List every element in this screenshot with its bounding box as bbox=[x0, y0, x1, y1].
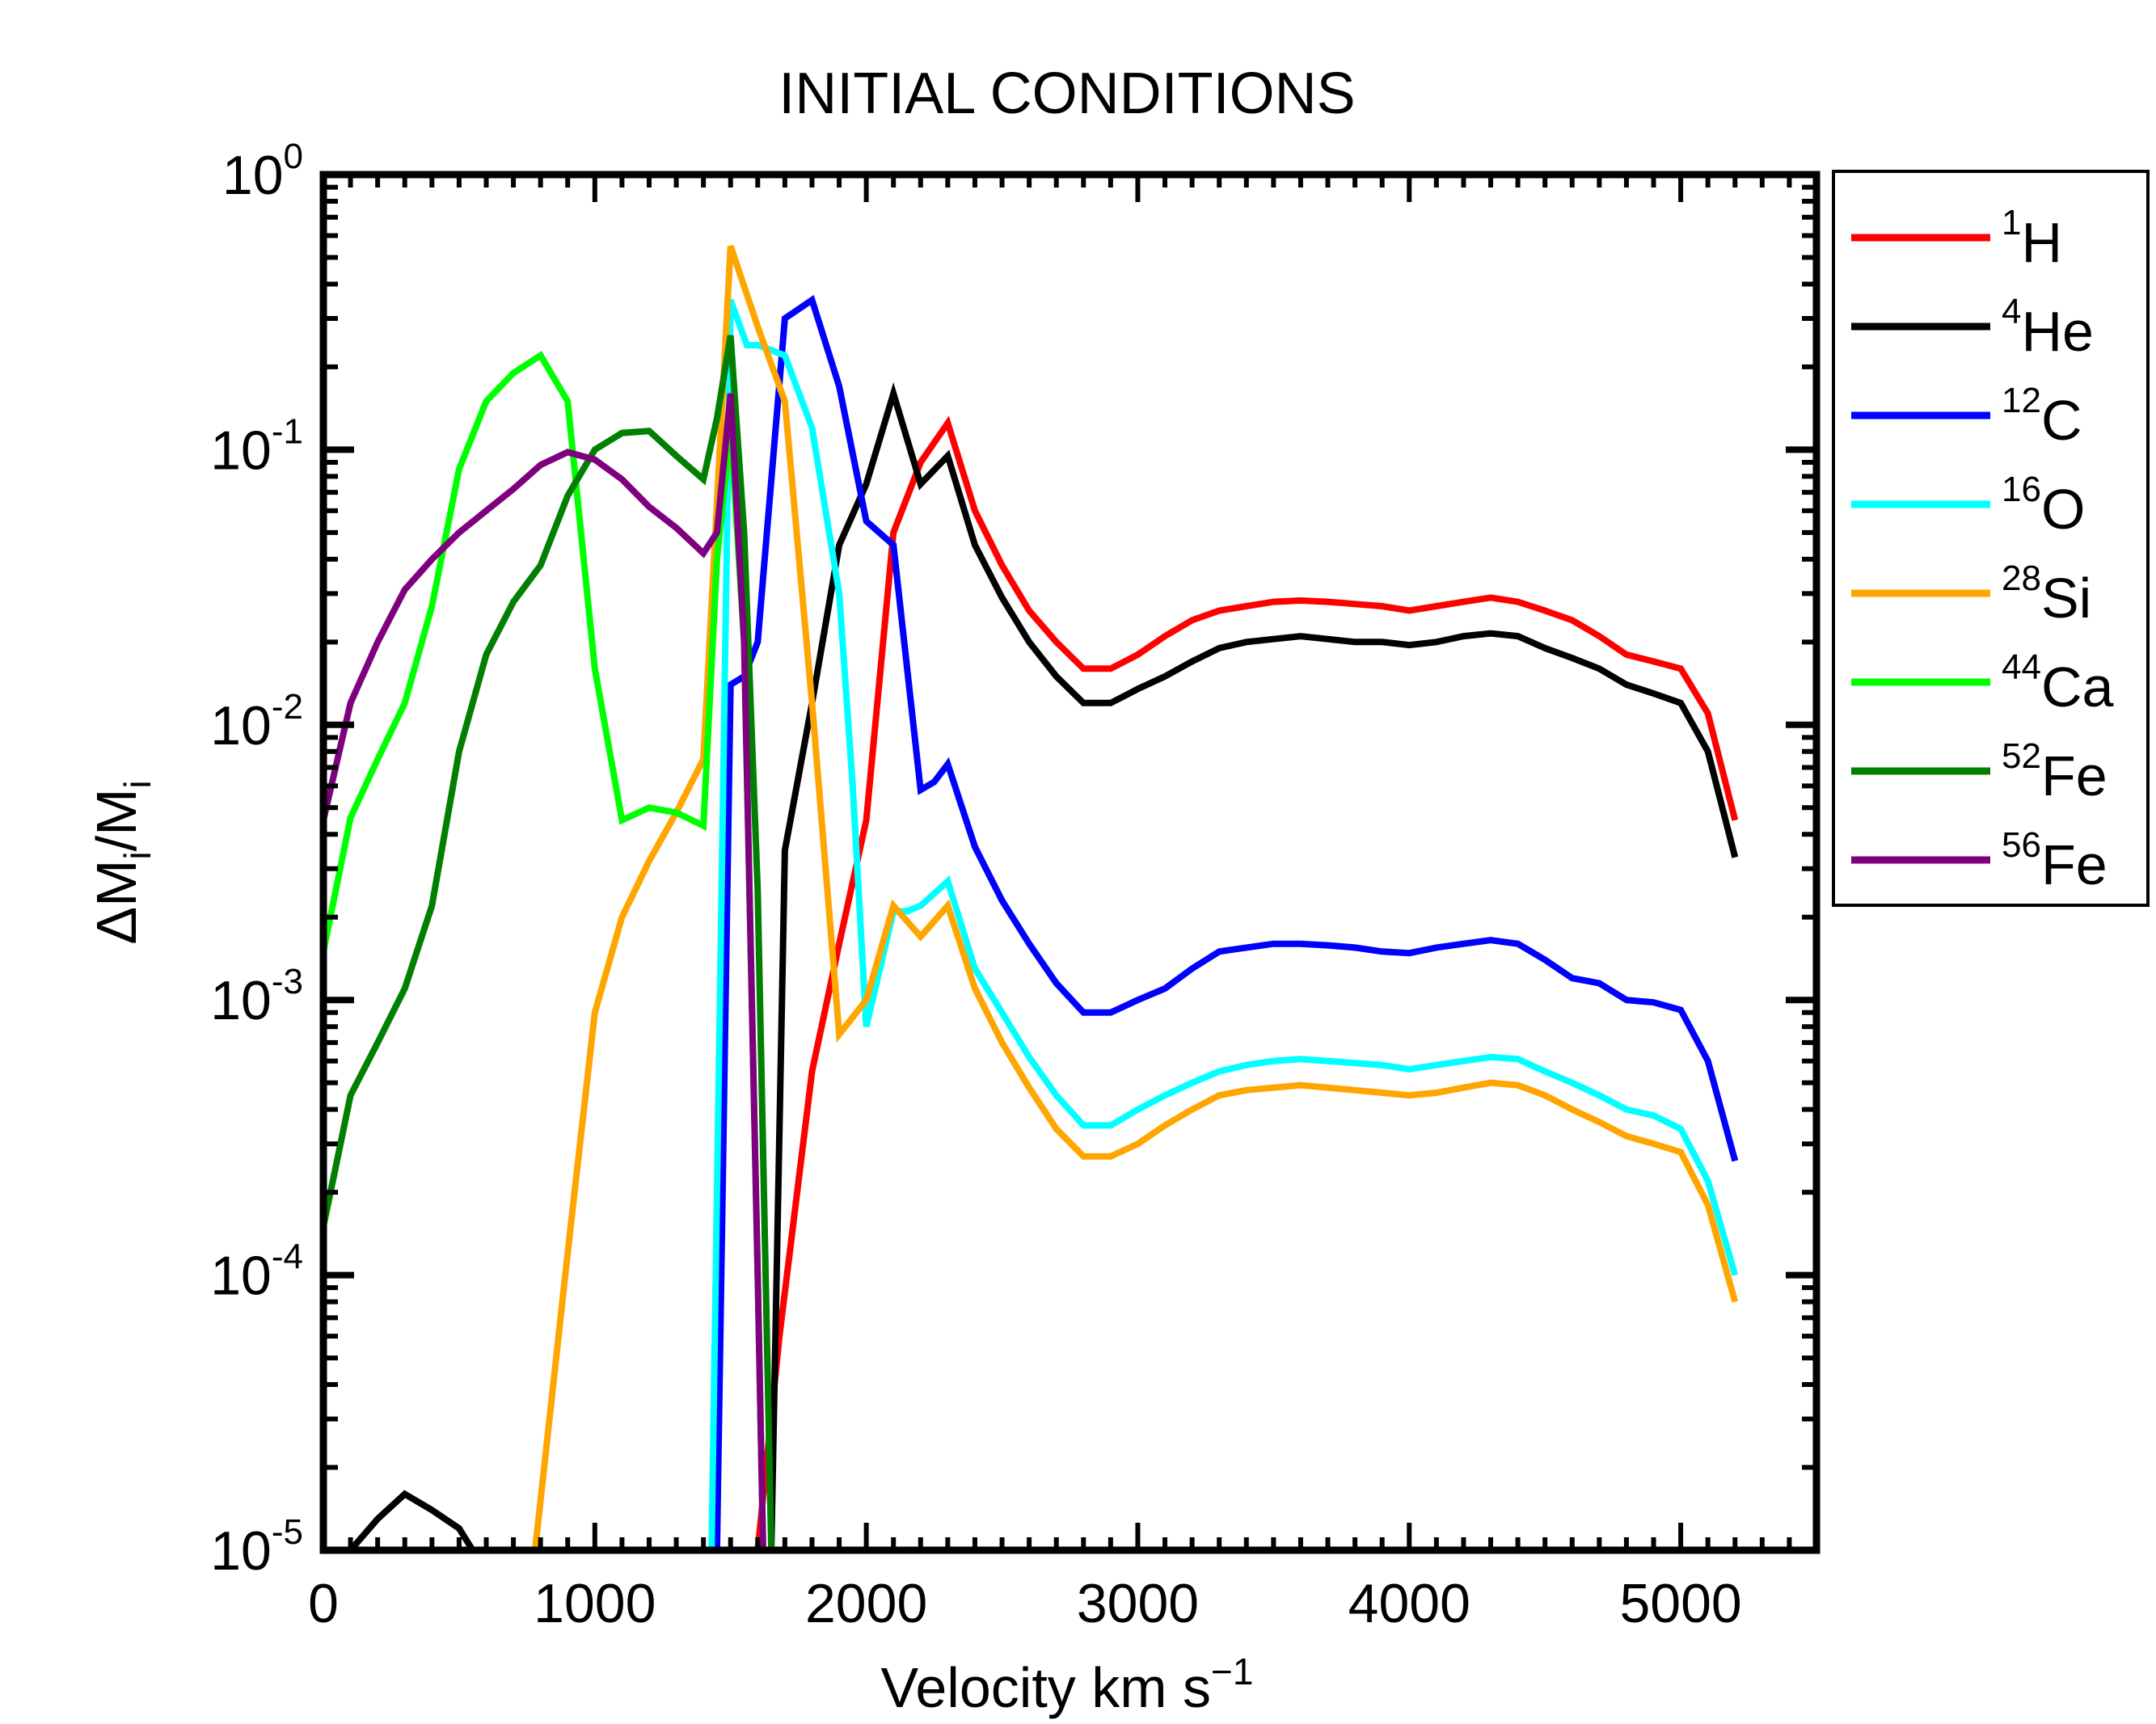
y-tick-label: 100 bbox=[222, 137, 303, 206]
legend-label: 4He bbox=[2002, 292, 2094, 363]
legend-label: 52Fe bbox=[2002, 736, 2107, 807]
legend-item: 28Si bbox=[1851, 559, 2091, 630]
x-axis-label: Velocity km s−1 bbox=[881, 1650, 1254, 1719]
y-tick-label: 10-2 bbox=[210, 687, 303, 757]
y-tick-labels: 10-5 10-4 10-3 10-2 10-1 100 bbox=[210, 137, 303, 1582]
legend-item: 12C bbox=[1851, 381, 2082, 452]
legend-item: 4He bbox=[1851, 292, 2094, 363]
y-axis-label: ΔMi/Mi bbox=[85, 780, 158, 944]
series-line-1h bbox=[754, 415, 1739, 1550]
series-layer bbox=[323, 245, 1739, 1550]
legend-label: 12C bbox=[2002, 381, 2082, 452]
legend-item: 52Fe bbox=[1851, 736, 2107, 807]
y-tick-label: 10-4 bbox=[210, 1237, 303, 1307]
x-tick-label: 5000 bbox=[1619, 1573, 1741, 1634]
x-tick-labels: 0 1000 2000 3000 4000 5000 bbox=[308, 1573, 1742, 1634]
x-tick-label: 4000 bbox=[1348, 1573, 1470, 1634]
x-tick-label: 3000 bbox=[1077, 1573, 1199, 1634]
y-tick-label: 10-1 bbox=[210, 411, 303, 481]
legend-item: 16O bbox=[1851, 470, 2085, 541]
series-line-28si bbox=[531, 245, 1739, 1550]
series-line-4he bbox=[348, 381, 1739, 1550]
ticks-layer bbox=[321, 171, 1819, 1553]
legend-item: 44Ca bbox=[1851, 647, 2114, 719]
y-tick-label: 10-3 bbox=[210, 962, 303, 1031]
x-tick-label: 2000 bbox=[805, 1573, 927, 1634]
legend-label: 16O bbox=[2002, 470, 2085, 541]
legend-label: 44Ca bbox=[2002, 647, 2114, 719]
legend-label: 56Fe bbox=[2002, 825, 2107, 896]
legend-item: 56Fe bbox=[1851, 825, 2107, 896]
plot-frame bbox=[319, 171, 1821, 1554]
chart-title: INITIAL CONDITIONS bbox=[778, 61, 1355, 126]
series-line-56fe bbox=[323, 393, 766, 1550]
x-tick-label: 0 bbox=[308, 1573, 339, 1634]
series-line-16o bbox=[708, 298, 1739, 1550]
legend: 1H 4He 12C 16O 28Si 44Ca 52Fe 56Fe bbox=[1832, 170, 2150, 907]
legend-item: 1H bbox=[1851, 203, 2062, 274]
legend-box bbox=[1832, 170, 2150, 907]
x-tick-label: 1000 bbox=[534, 1573, 656, 1634]
series-line-12c bbox=[713, 294, 1739, 1550]
series-line-52fe bbox=[323, 335, 785, 1550]
y-tick-label: 10-5 bbox=[210, 1512, 303, 1582]
legend-label: 1H bbox=[2002, 203, 2062, 274]
legend-label: 28Si bbox=[2002, 559, 2091, 630]
series-line-44ca bbox=[323, 351, 766, 1550]
